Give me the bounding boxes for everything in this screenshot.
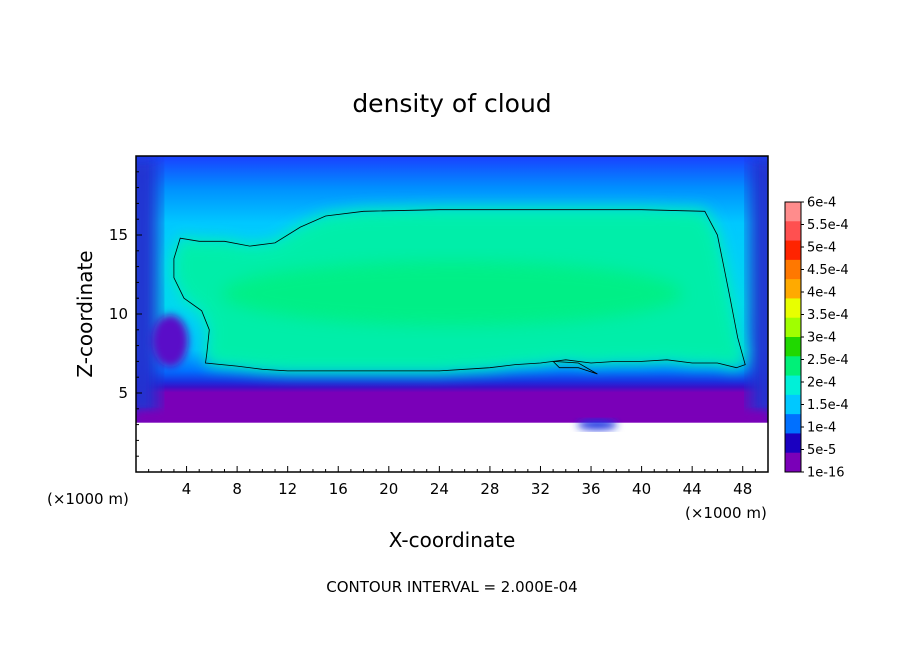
field-edge-left	[136, 156, 158, 417]
colorbar-label: 6e-4	[807, 196, 836, 211]
field-base-band	[136, 410, 768, 425]
colorbar-swatch	[785, 259, 801, 280]
colorbar-swatch	[785, 337, 801, 357]
x-tick-label: 8	[232, 480, 242, 498]
colorbar-label: 3e-4	[807, 331, 836, 346]
colorbar-label: 4e-4	[807, 286, 836, 301]
colorbar-swatch	[785, 452, 801, 473]
x-tick-label: 44	[683, 480, 702, 498]
x-axis-ticks: 4 8 12 16 20 24 28 32 36 40 44 48	[148, 466, 756, 498]
x-tick-label: 40	[632, 480, 651, 498]
contour-2e-4	[173, 209, 746, 372]
colorbar-label: 2e-4	[807, 376, 836, 391]
x-tick-label: 24	[430, 480, 449, 498]
x-axis-title: X-coordinate	[389, 528, 516, 552]
x-tick-label: 20	[379, 480, 398, 498]
colorbar-swatch	[785, 221, 801, 242]
colorbar-label: 4.5e-4	[807, 263, 849, 278]
field-clear-air	[136, 422, 768, 472]
colorbar-label: 5e-5	[807, 443, 836, 458]
contour-small	[552, 360, 598, 375]
colorbar-label: 1e-16	[807, 466, 845, 481]
colorbar-swatch	[785, 298, 801, 319]
x-tick-label: 32	[531, 480, 550, 498]
x-tick-label: 36	[581, 480, 600, 498]
colorbar-swatch	[785, 414, 801, 434]
x-unit-left: (×1000 m)	[47, 490, 129, 508]
colorbar-swatch	[785, 375, 801, 396]
heatmap-field	[136, 156, 768, 472]
colorbar-label: 2.5e-4	[807, 353, 849, 368]
x-unit-right: (×1000 m)	[685, 504, 767, 522]
colorbar-swatch	[785, 433, 801, 454]
field-edge-right	[750, 156, 768, 417]
contour-interval-note: CONTOUR INTERVAL = 2.000E-04	[326, 578, 577, 596]
colorbar-label: 3.5e-4	[807, 308, 849, 323]
colorbar-swatch	[785, 356, 801, 377]
field-left-blob	[152, 314, 189, 367]
y-axis-title: Z-coordinate	[73, 250, 97, 377]
colorbar-swatch	[785, 240, 801, 261]
colorbar-swatch	[785, 394, 801, 415]
colorbar-label: 1e-4	[807, 421, 836, 436]
y-axis-ticks: 5 10 15	[109, 171, 142, 457]
chart-title: density of cloud	[352, 89, 551, 118]
x-tick-label: 48	[733, 480, 752, 498]
colorbar-label: 5.5e-4	[807, 218, 849, 233]
colorbar-label: 1.5e-4	[807, 398, 849, 413]
y-tick-label: 10	[109, 305, 128, 323]
x-tick-label: 28	[480, 480, 499, 498]
x-tick-label: 4	[182, 480, 192, 498]
y-tick-label: 5	[118, 384, 128, 402]
y-tick-label: 15	[109, 226, 128, 244]
colorbar-label: 5e-4	[807, 241, 836, 256]
colorbar-swatch	[785, 202, 801, 222]
x-tick-label: 16	[329, 480, 348, 498]
field-base-dip	[577, 419, 618, 430]
x-tick-label: 12	[278, 480, 297, 498]
colorbar-swatch	[785, 279, 801, 299]
colorbar: 6e-4 5.5e-4 5e-4 4.5e-4 4e-4 3.5e-4 3e-4 2.5e-4…	[784, 196, 849, 481]
contour-lines	[173, 209, 746, 375]
colorbar-swatch	[785, 317, 801, 338]
field-core-inner	[222, 261, 682, 326]
